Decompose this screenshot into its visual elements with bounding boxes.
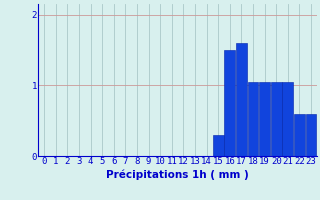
Bar xyxy=(248,82,258,156)
Bar xyxy=(271,82,282,156)
Bar xyxy=(306,114,316,156)
Bar xyxy=(236,43,247,156)
Bar xyxy=(283,82,293,156)
Bar xyxy=(213,135,224,156)
Bar xyxy=(294,114,305,156)
X-axis label: Précipitations 1h ( mm ): Précipitations 1h ( mm ) xyxy=(106,169,249,180)
Bar xyxy=(259,82,270,156)
Bar xyxy=(224,50,235,156)
